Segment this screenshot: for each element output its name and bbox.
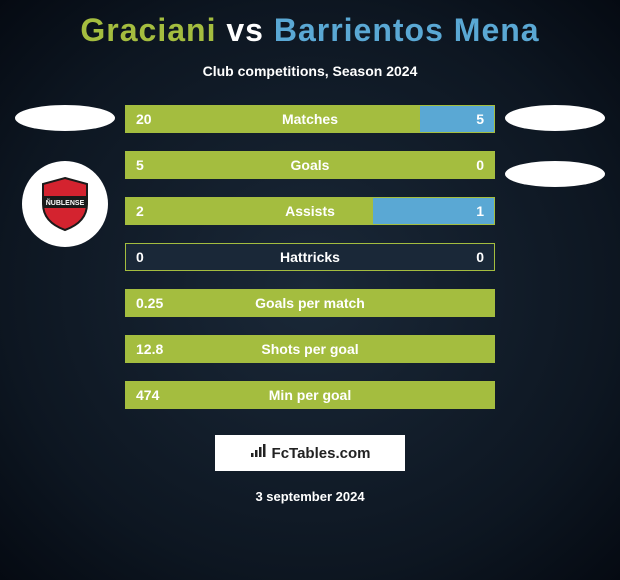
value-right: 0 [476, 157, 484, 173]
value-left: 20 [136, 111, 152, 127]
stat-label: Matches [282, 111, 338, 127]
club-badge-right [505, 161, 605, 187]
value-right: 1 [476, 203, 484, 219]
bar-left [126, 106, 420, 132]
value-right: 5 [476, 111, 484, 127]
svg-text:ÑUBLENSE: ÑUBLENSE [46, 198, 85, 207]
bar-left [126, 198, 373, 224]
value-left: 12.8 [136, 341, 163, 357]
comparison-title: Graciani vs Barrientos Mena [0, 0, 620, 49]
stat-row-matches: 20 5 Matches [125, 105, 495, 133]
value-left: 2 [136, 203, 144, 219]
stat-row-assists: 2 1 Assists [125, 197, 495, 225]
value-right: 0 [476, 249, 484, 265]
stat-row-goals-per-match: 0.25 Goals per match [125, 289, 495, 317]
branding-text: FcTables.com [272, 445, 371, 462]
club-logo-left: ÑUBLENSE [22, 161, 108, 247]
vs-text: vs [226, 12, 264, 48]
subtitle: Club competitions, Season 2024 [0, 63, 620, 79]
value-left: 0 [136, 249, 144, 265]
stat-row-min-per-goal: 474 Min per goal [125, 381, 495, 409]
value-left: 474 [136, 387, 159, 403]
stat-label: Goals [291, 157, 330, 173]
shield-icon: ÑUBLENSE [35, 174, 95, 234]
footer-date: 3 september 2024 [0, 489, 620, 504]
right-badges-column [500, 105, 610, 187]
stat-label: Shots per goal [261, 341, 358, 357]
country-badge-right [505, 105, 605, 131]
branding-box: FcTables.com [215, 435, 405, 471]
country-badge-left [15, 105, 115, 131]
stat-label: Goals per match [255, 295, 365, 311]
stat-row-shots-per-goal: 12.8 Shots per goal [125, 335, 495, 363]
stat-row-hattricks: 0 0 Hattricks [125, 243, 495, 271]
player-left-name: Graciani [80, 12, 216, 48]
value-left: 5 [136, 157, 144, 173]
left-badges-column: ÑUBLENSE [10, 105, 120, 247]
player-right-name: Barrientos Mena [274, 12, 540, 48]
value-left: 0.25 [136, 295, 163, 311]
stat-label: Assists [285, 203, 335, 219]
stat-row-goals: 5 0 Goals [125, 151, 495, 179]
stat-bars: 20 5 Matches 5 0 Goals 2 1 Assists 0 0 Hattricks 0.2… [125, 105, 495, 409]
stat-label: Min per goal [269, 387, 351, 403]
chart-icon [250, 444, 266, 462]
stat-label: Hattricks [280, 249, 340, 265]
comparison-area: ÑUBLENSE 20 5 Matches 5 0 Goals 2 1 Assists 0 0 Hat… [0, 105, 620, 409]
